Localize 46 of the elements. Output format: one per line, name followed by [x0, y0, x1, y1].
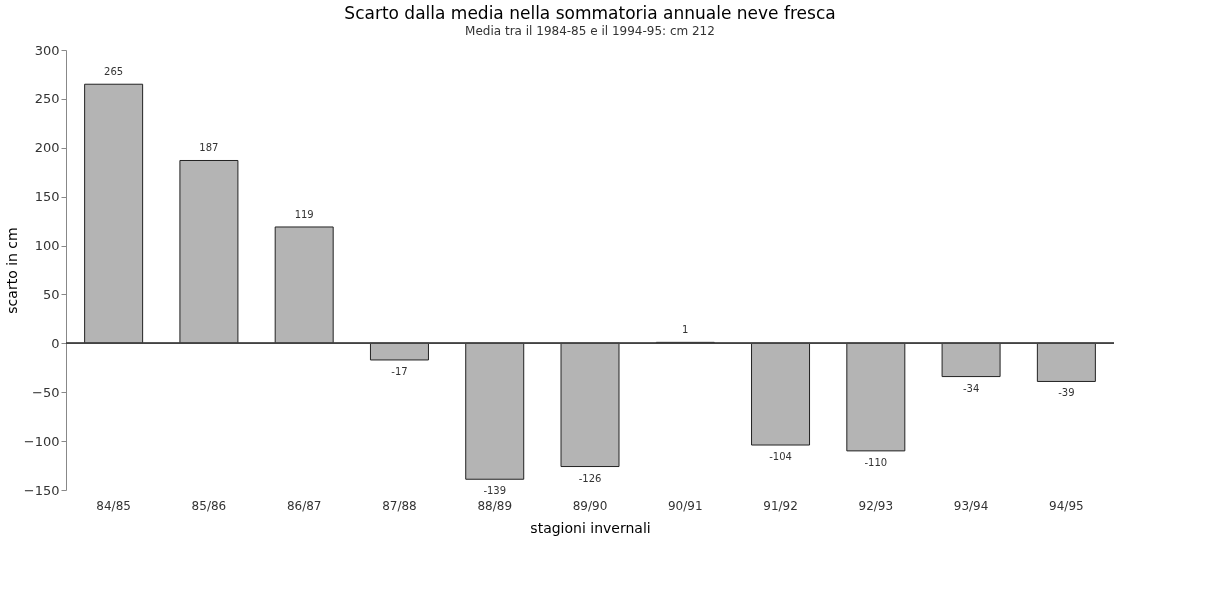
x-axis-title: stagioni invernali — [530, 519, 651, 536]
x-tick-label: 84/85 — [96, 498, 131, 513]
y-tick-label: 200 — [34, 140, 60, 156]
data-label: -110 — [864, 456, 888, 468]
y-tick-label: −150 — [23, 482, 60, 498]
data-label: 265 — [104, 66, 124, 78]
y-tick-label: 100 — [34, 238, 60, 254]
chart-title: Scarto dalla media nella sommatoria annuale neve fresca — [344, 3, 836, 23]
data-label: -139 — [483, 485, 507, 497]
bar — [369, 342, 429, 361]
bar — [274, 226, 334, 344]
bar — [941, 342, 1001, 378]
bar — [560, 342, 620, 468]
x-tick-label: 90/91 — [667, 498, 703, 513]
data-label: 1 — [682, 324, 689, 336]
x-tick-label: 88/89 — [477, 498, 513, 513]
data-label: 187 — [199, 142, 219, 154]
bar — [751, 342, 811, 446]
bar — [84, 83, 144, 344]
x-tick-label: 89/90 — [572, 498, 608, 513]
y-tick-label: −100 — [23, 433, 60, 449]
data-label: -39 — [1058, 387, 1075, 399]
x-tick-label: 86/87 — [286, 498, 322, 513]
bar — [846, 342, 906, 452]
data-label: -34 — [962, 382, 980, 394]
y-axis-title: scarto in cm — [3, 227, 20, 314]
bar — [465, 342, 525, 480]
bar — [179, 159, 239, 344]
data-label: -104 — [769, 451, 792, 463]
x-tick-label: 85/86 — [191, 498, 227, 513]
y-tick-label: 0 — [51, 335, 60, 351]
y-tick-label: −50 — [32, 384, 60, 400]
chart-subtitle: Media tra il 1984-85 e il 1994-95: cm 212 — [465, 24, 715, 38]
data-label: 119 — [294, 208, 314, 220]
y-tick-label: 150 — [34, 189, 60, 205]
data-label: -17 — [391, 365, 408, 377]
x-tick-label: 93/94 — [953, 498, 989, 513]
y-tick-label: 50 — [42, 286, 60, 302]
x-tick-label: 87/88 — [382, 498, 417, 513]
data-label: -126 — [578, 472, 602, 484]
x-tick-label: 91/92 — [763, 498, 798, 513]
bar — [1036, 342, 1096, 382]
y-tick-label: 250 — [34, 91, 60, 107]
x-tick-label: 92/93 — [858, 498, 894, 513]
y-tick-label: 300 — [34, 42, 60, 58]
x-tick-label: 94/95 — [1049, 498, 1084, 513]
